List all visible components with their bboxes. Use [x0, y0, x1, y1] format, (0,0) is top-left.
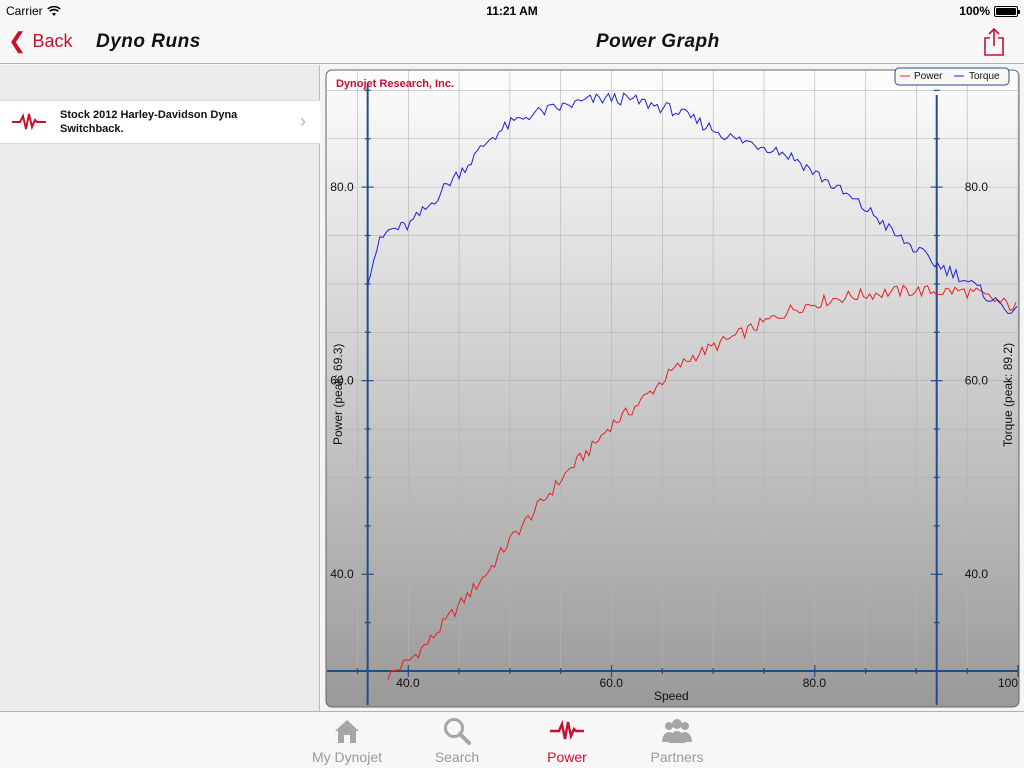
graph-legend: Power Torque: [894, 67, 1010, 86]
right-tick-label: 40.0: [965, 567, 989, 581]
back-label: Back: [32, 30, 73, 51]
status-time: 11:21 AM: [486, 4, 538, 18]
tab-label: Partners: [650, 749, 704, 765]
tab-bar: My Dynojet Search Power: [0, 711, 1024, 768]
x-axis-label: Speed: [654, 689, 689, 703]
list-item-dyno-run[interactable]: Stock 2012 Harley-Davidson Dyna Switchba…: [0, 100, 320, 144]
graph-panel: 80.0 80.0 60.0 60.0 40.0 40.0 40.0 60.0 80.0 100 …: [321, 65, 1024, 711]
tab-my-dynojet[interactable]: My Dynojet: [292, 716, 402, 765]
pulse-icon: [12, 113, 46, 131]
x-tick-label: 80.0: [803, 676, 827, 690]
legend-power-label: Power: [914, 71, 943, 82]
graph-grid: [327, 71, 1019, 671]
brand-label: Dynojet Research, Inc.: [336, 78, 454, 90]
tab-search[interactable]: Search: [402, 716, 512, 765]
power-graph[interactable]: 80.0 80.060.0 60.040.0 40.040.0 60.0 80.0 100 …: [321, 65, 1024, 711]
left-tick-label: 80.0: [330, 180, 354, 194]
tab-label: Power: [547, 749, 587, 765]
x-tick-label: 100: [998, 676, 1018, 690]
left-tick-label: 40.0: [330, 567, 354, 581]
graph-tick-labels: 80.0 80.0 60.0 60.0 40.0 40.0 40.0 60.0 80.0 100: [330, 180, 1018, 690]
back-button[interactable]: ❮ Back: [8, 30, 72, 52]
tab-partners[interactable]: Partners: [622, 716, 732, 765]
left-tick-label: 60.0: [330, 374, 354, 388]
graph-background: [325, 69, 1020, 708]
sidebar: Stock 2012 Harley-Davidson Dyna Switchba…: [0, 65, 320, 711]
navigation-bar: ❮ Back Dyno Runs Power Graph: [0, 22, 1024, 64]
tab-label: My Dynojet: [311, 749, 383, 765]
right-axis-label: Torque (peak: 89.2): [1001, 343, 1015, 447]
carrier-label: Carrier: [6, 4, 43, 18]
chevron-left-icon: ❮: [8, 28, 27, 53]
right-tick-label: 60.0: [965, 374, 989, 388]
magnifier-icon: [444, 718, 471, 745]
battery-icon: [994, 5, 1020, 17]
series-line-torque: [367, 92, 1018, 314]
chevron-right-icon: ›: [300, 111, 306, 131]
legend-torque-label: Torque: [969, 71, 1000, 82]
pulse-icon: [550, 719, 584, 740]
x-tick-label: 60.0: [600, 676, 624, 690]
house-icon: [335, 720, 359, 743]
list-item-label: Stock 2012 Harley-Davidson Dyna Switchba…: [60, 109, 238, 135]
wifi-icon: [46, 5, 61, 16]
right-tick-label: 80.0: [965, 180, 989, 194]
tab-label: Search: [434, 749, 480, 765]
graph-axes: [327, 83, 1019, 705]
tab-power[interactable]: Power: [512, 716, 622, 765]
status-left: Carrier: [6, 4, 61, 18]
x-tick-label: 40.0: [396, 676, 420, 690]
series-line-power: [387, 284, 1017, 680]
battery-percent: 100%: [959, 4, 990, 18]
status-right: 100%: [959, 4, 1020, 18]
people-icon: [662, 719, 692, 743]
page-title: Power Graph: [596, 31, 720, 52]
share-icon[interactable]: [982, 27, 1006, 57]
status-bar: Carrier 11:21 AM 100%: [0, 0, 1024, 22]
sidebar-title: Dyno Runs: [96, 31, 201, 52]
graph-series: [367, 92, 1018, 680]
left-axis-label: Power (peak: 69.3): [331, 344, 345, 445]
